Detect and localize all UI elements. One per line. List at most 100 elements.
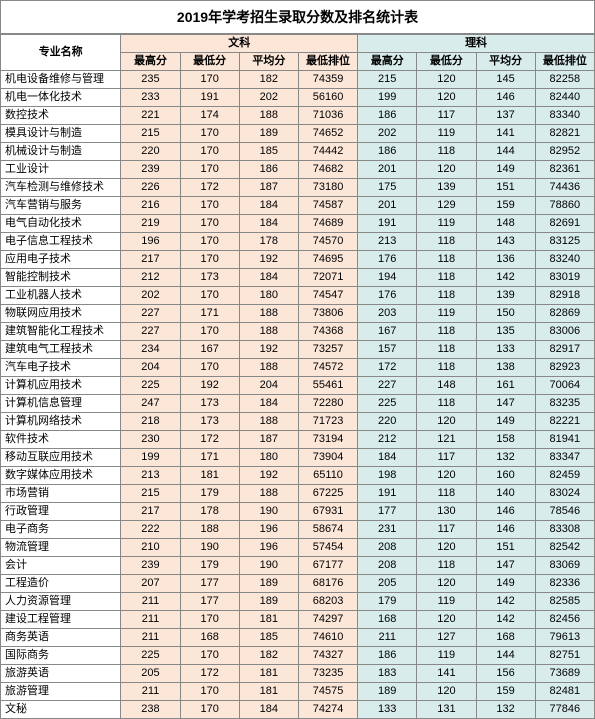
- cell-like: 70064: [535, 377, 594, 395]
- cell-wenke: 205: [121, 665, 180, 683]
- cell-wenke: 177: [180, 575, 239, 593]
- cell-wenke: 56160: [298, 89, 357, 107]
- cell-like: 118: [417, 557, 476, 575]
- table-row: 计算机应用技术2251922045546122714816170064: [1, 377, 595, 395]
- cell-like: 120: [417, 89, 476, 107]
- cell-wenke: 222: [121, 521, 180, 539]
- cell-like: 119: [417, 593, 476, 611]
- cell-like: 82456: [535, 611, 594, 629]
- cell-major: 计算机网络技术: [1, 413, 121, 431]
- cell-like: 83240: [535, 251, 594, 269]
- cell-major: 物联网应用技术: [1, 305, 121, 323]
- cell-wenke: 170: [180, 611, 239, 629]
- cell-wenke: 218: [121, 413, 180, 431]
- cell-major: 行政管理: [1, 503, 121, 521]
- cell-wenke: 74297: [298, 611, 357, 629]
- table-row: 智能控制技术2121731847207119411814283019: [1, 269, 595, 287]
- cell-like: 127: [417, 629, 476, 647]
- cell-wenke: 225: [121, 647, 180, 665]
- cell-like: 77846: [535, 701, 594, 719]
- cell-like: 82459: [535, 467, 594, 485]
- cell-wenke: 188: [239, 323, 298, 341]
- cell-like: 215: [358, 71, 417, 89]
- header-w-max: 最高分: [121, 53, 180, 71]
- cell-wenke: 184: [239, 215, 298, 233]
- table-row: 市场营销2151791886722519111814083024: [1, 485, 595, 503]
- cell-wenke: 180: [239, 449, 298, 467]
- cell-wenke: 170: [180, 233, 239, 251]
- cell-like: 220: [358, 413, 417, 431]
- cell-like: 133: [358, 701, 417, 719]
- cell-wenke: 55461: [298, 377, 357, 395]
- cell-wenke: 239: [121, 161, 180, 179]
- cell-wenke: 190: [180, 539, 239, 557]
- cell-like: 159: [476, 197, 535, 215]
- cell-major: 应用电子技术: [1, 251, 121, 269]
- cell-major: 计算机信息管理: [1, 395, 121, 413]
- table-row: 数字媒体应用技术2131811926511019812016082459: [1, 467, 595, 485]
- cell-wenke: 72071: [298, 269, 357, 287]
- header-wenke: 文科: [121, 35, 358, 53]
- header-w-avg: 平均分: [239, 53, 298, 71]
- cell-wenke: 202: [239, 89, 298, 107]
- cell-wenke: 170: [180, 197, 239, 215]
- cell-like: 138: [476, 359, 535, 377]
- cell-major: 电气自动化技术: [1, 215, 121, 233]
- cell-wenke: 177: [180, 593, 239, 611]
- table-row: 电气自动化技术2191701847468919111914882691: [1, 215, 595, 233]
- cell-major: 数控技术: [1, 107, 121, 125]
- cell-wenke: 71723: [298, 413, 357, 431]
- table-row: 电子信息工程技术1961701787457021311814383125: [1, 233, 595, 251]
- cell-like: 184: [358, 449, 417, 467]
- cell-like: 201: [358, 197, 417, 215]
- cell-like: 120: [417, 575, 476, 593]
- cell-like: 144: [476, 647, 535, 665]
- table-row: 国际商务2251701827432718611914482751: [1, 647, 595, 665]
- cell-major: 电子商务: [1, 521, 121, 539]
- cell-wenke: 215: [121, 485, 180, 503]
- table-row: 物流管理2101901965745420812015182542: [1, 539, 595, 557]
- cell-wenke: 192: [239, 251, 298, 269]
- cell-like: 119: [417, 215, 476, 233]
- cell-wenke: 73806: [298, 305, 357, 323]
- cell-wenke: 181: [239, 665, 298, 683]
- cell-like: 73689: [535, 665, 594, 683]
- cell-major: 商务英语: [1, 629, 121, 647]
- cell-wenke: 192: [239, 341, 298, 359]
- cell-like: 146: [476, 521, 535, 539]
- cell-wenke: 74327: [298, 647, 357, 665]
- cell-wenke: 221: [121, 107, 180, 125]
- cell-wenke: 211: [121, 593, 180, 611]
- cell-like: 83235: [535, 395, 594, 413]
- cell-like: 151: [476, 539, 535, 557]
- cell-like: 132: [476, 449, 535, 467]
- table-row: 行政管理2171781906793117713014678546: [1, 503, 595, 521]
- cell-wenke: 74575: [298, 683, 357, 701]
- cell-like: 118: [417, 251, 476, 269]
- cell-wenke: 220: [121, 143, 180, 161]
- cell-wenke: 204: [121, 359, 180, 377]
- cell-like: 141: [417, 665, 476, 683]
- header-l-min: 最低分: [417, 53, 476, 71]
- cell-wenke: 170: [180, 215, 239, 233]
- cell-wenke: 74274: [298, 701, 357, 719]
- cell-like: 146: [476, 89, 535, 107]
- cell-wenke: 204: [239, 377, 298, 395]
- cell-like: 82751: [535, 647, 594, 665]
- table-row: 电子商务2221881965867423111714683308: [1, 521, 595, 539]
- cell-like: 227: [358, 377, 417, 395]
- cell-wenke: 74652: [298, 125, 357, 143]
- cell-like: 175: [358, 179, 417, 197]
- table-row: 文秘2381701847427413313113277846: [1, 701, 595, 719]
- cell-like: 82821: [535, 125, 594, 143]
- cell-wenke: 170: [180, 71, 239, 89]
- cell-wenke: 74682: [298, 161, 357, 179]
- cell-wenke: 179: [180, 557, 239, 575]
- cell-wenke: 74442: [298, 143, 357, 161]
- cell-wenke: 219: [121, 215, 180, 233]
- cell-major: 工业设计: [1, 161, 121, 179]
- cell-major: 建设工程管理: [1, 611, 121, 629]
- cell-wenke: 188: [239, 305, 298, 323]
- cell-wenke: 211: [121, 611, 180, 629]
- cell-wenke: 74547: [298, 287, 357, 305]
